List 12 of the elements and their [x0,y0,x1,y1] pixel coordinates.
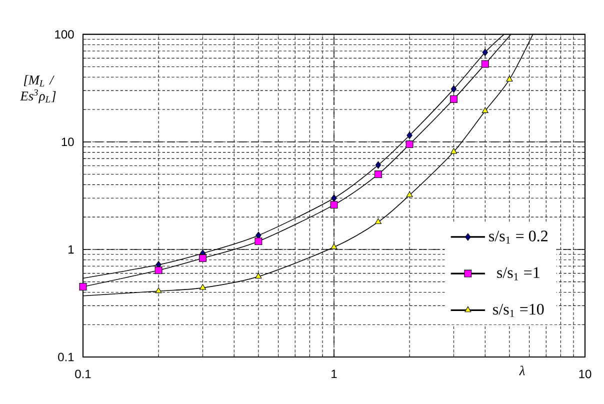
x-tick-label: 10 [579,370,592,378]
legend-label: s/s$_{1}$ =1 [497,267,540,280]
y-tick-label: 10 [62,138,74,146]
y-tick-label: 1 [68,245,74,254]
legend-label: s/s$_{1}$ = 0.2 [489,230,548,244]
text: [M$_{L}$ / Es$^{3}$ρ$_{L}$] [20,75,56,104]
y-tick-label: 0.1 [58,352,74,362]
legend-label: s/s$_{1}$ =10 [493,304,544,317]
x-tick-label: 0.1 [75,370,91,378]
x-axis-title: λ [519,366,525,376]
y-tick-label: 100 [55,30,74,39]
x-tick-label: 1 [332,370,337,378]
